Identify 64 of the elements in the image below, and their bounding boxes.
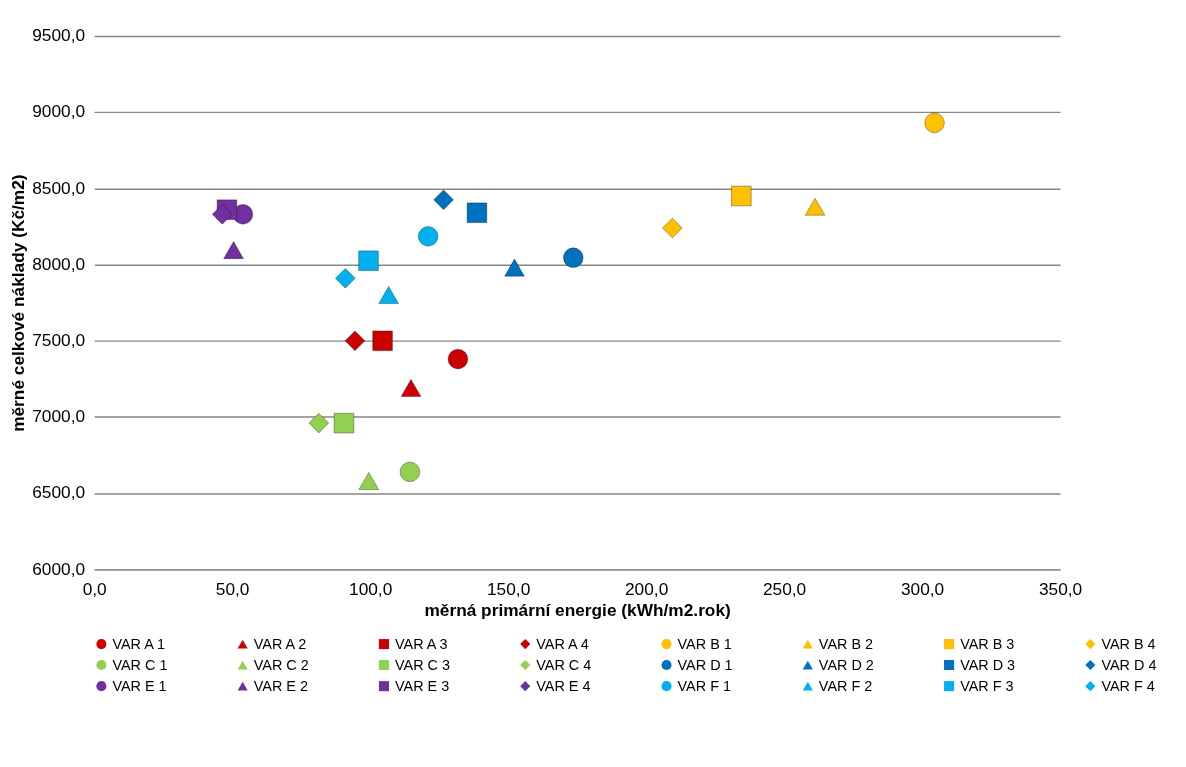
legend-label: VAR B 3 xyxy=(960,635,1015,652)
point xyxy=(562,247,584,269)
legend-label: VAR F 1 xyxy=(677,677,731,694)
y-tick-label: 6500,0 xyxy=(32,482,86,503)
legend-label: VAR E 2 xyxy=(253,677,308,694)
x-tick-label: 50,0 xyxy=(215,578,250,599)
legend-label: VAR D 3 xyxy=(960,656,1016,673)
y-tick-label: 7000,0 xyxy=(32,406,86,427)
point xyxy=(344,330,366,352)
x-axis-title: měrná primární energie (kWh/m2.rok) xyxy=(424,600,731,620)
point xyxy=(400,379,422,398)
legend-label: VAR D 2 xyxy=(818,656,874,673)
y-axis-title: měrné celkové náklady (Kč/m2) xyxy=(8,174,29,432)
point xyxy=(399,461,421,483)
x-tick-label: 150,0 xyxy=(487,578,531,599)
point xyxy=(335,267,356,289)
legend-label: VAR C 4 xyxy=(536,656,592,673)
point xyxy=(504,258,525,277)
x-tick-label: 300,0 xyxy=(900,578,945,599)
point xyxy=(358,471,380,490)
point xyxy=(924,112,945,134)
point xyxy=(466,202,488,224)
legend-label: VAR F 4 xyxy=(1101,677,1155,694)
legend-label: VAR D 4 xyxy=(1101,656,1157,673)
point xyxy=(662,217,683,239)
point xyxy=(223,241,244,260)
legend-label: VAR B 4 xyxy=(1101,635,1156,652)
point xyxy=(804,197,826,216)
point xyxy=(333,412,355,434)
legend-label: VAR F 2 xyxy=(818,677,873,694)
y-tick-label: 7500,0 xyxy=(32,330,86,351)
x-tick-label: 200,0 xyxy=(624,578,669,599)
legend-label: VAR E 1 xyxy=(112,677,167,694)
x-tick-label: 250,0 xyxy=(762,578,807,599)
point xyxy=(372,330,393,352)
y-tick-label: 6000,0 xyxy=(32,558,86,579)
point xyxy=(433,189,454,211)
point xyxy=(378,286,399,305)
legend-label: VAR A 2 xyxy=(253,635,307,652)
point xyxy=(731,185,752,207)
legend-label: VAR B 1 xyxy=(677,635,732,652)
legend-label: VAR E 4 xyxy=(536,677,591,694)
point xyxy=(211,203,233,225)
point xyxy=(447,348,469,370)
legend-label: VAR A 1 xyxy=(112,635,166,652)
legend-label: VAR B 2 xyxy=(818,635,874,652)
legend-label: VAR C 2 xyxy=(253,656,309,673)
point xyxy=(308,412,330,434)
legend-label: VAR C 1 xyxy=(112,656,168,673)
legend-label: VAR E 3 xyxy=(395,677,450,694)
y-tick-label: 9500,0 xyxy=(32,25,86,46)
x-tick-label: 0,0 xyxy=(82,578,107,599)
legend-label: VAR C 3 xyxy=(395,656,450,673)
y-tick-label: 8000,0 xyxy=(32,253,86,274)
legend-label: VAR F 3 xyxy=(960,677,1014,694)
point xyxy=(417,226,439,247)
legend-label: VAR D 1 xyxy=(677,656,733,673)
point xyxy=(358,250,379,272)
y-tick-label: 8500,0 xyxy=(32,177,86,198)
legend-label: VAR A 3 xyxy=(395,635,448,652)
legend-label: VAR A 4 xyxy=(536,635,589,652)
y-tick-label: 9000,0 xyxy=(32,101,86,122)
x-tick-label: 350,0 xyxy=(1038,578,1083,599)
x-tick-label: 100,0 xyxy=(349,578,393,599)
